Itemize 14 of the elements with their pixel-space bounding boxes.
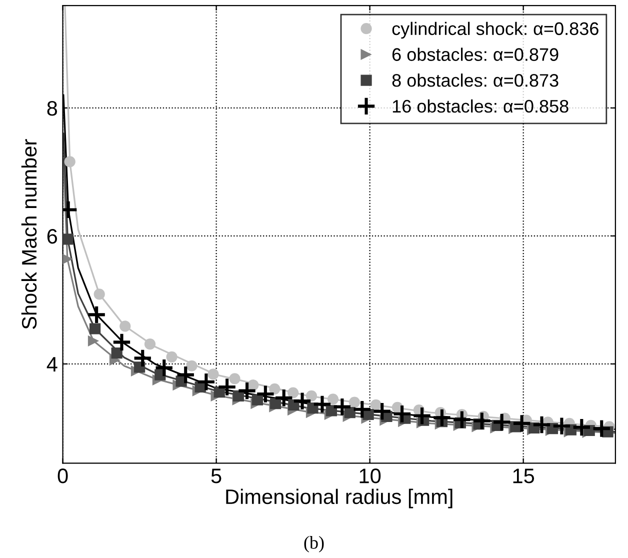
y-tick-label: 8	[47, 100, 58, 116]
x-tick-label: 10	[360, 468, 381, 484]
x-tick-label: 0	[58, 468, 68, 484]
legend-label: 16 obstacles: α=0.858	[392, 99, 568, 113]
legend-label: 6 obstacles: α=0.879	[392, 48, 558, 61]
y-axis-title: Shock Mach number	[21, 139, 37, 329]
x-axis-title: Dimensional radius [mm]	[226, 488, 452, 508]
legend-label: 8 obstacles: α=0.873	[392, 74, 558, 87]
text: (b)	[304, 536, 324, 552]
y-tick-label: 4	[46, 357, 58, 372]
x-tick-label: 5	[211, 468, 222, 484]
y-tick-label: 6	[47, 228, 58, 244]
x-tick-label: 15	[513, 468, 534, 484]
legend-label: cylindrical shock: α=0.836	[392, 22, 598, 39]
